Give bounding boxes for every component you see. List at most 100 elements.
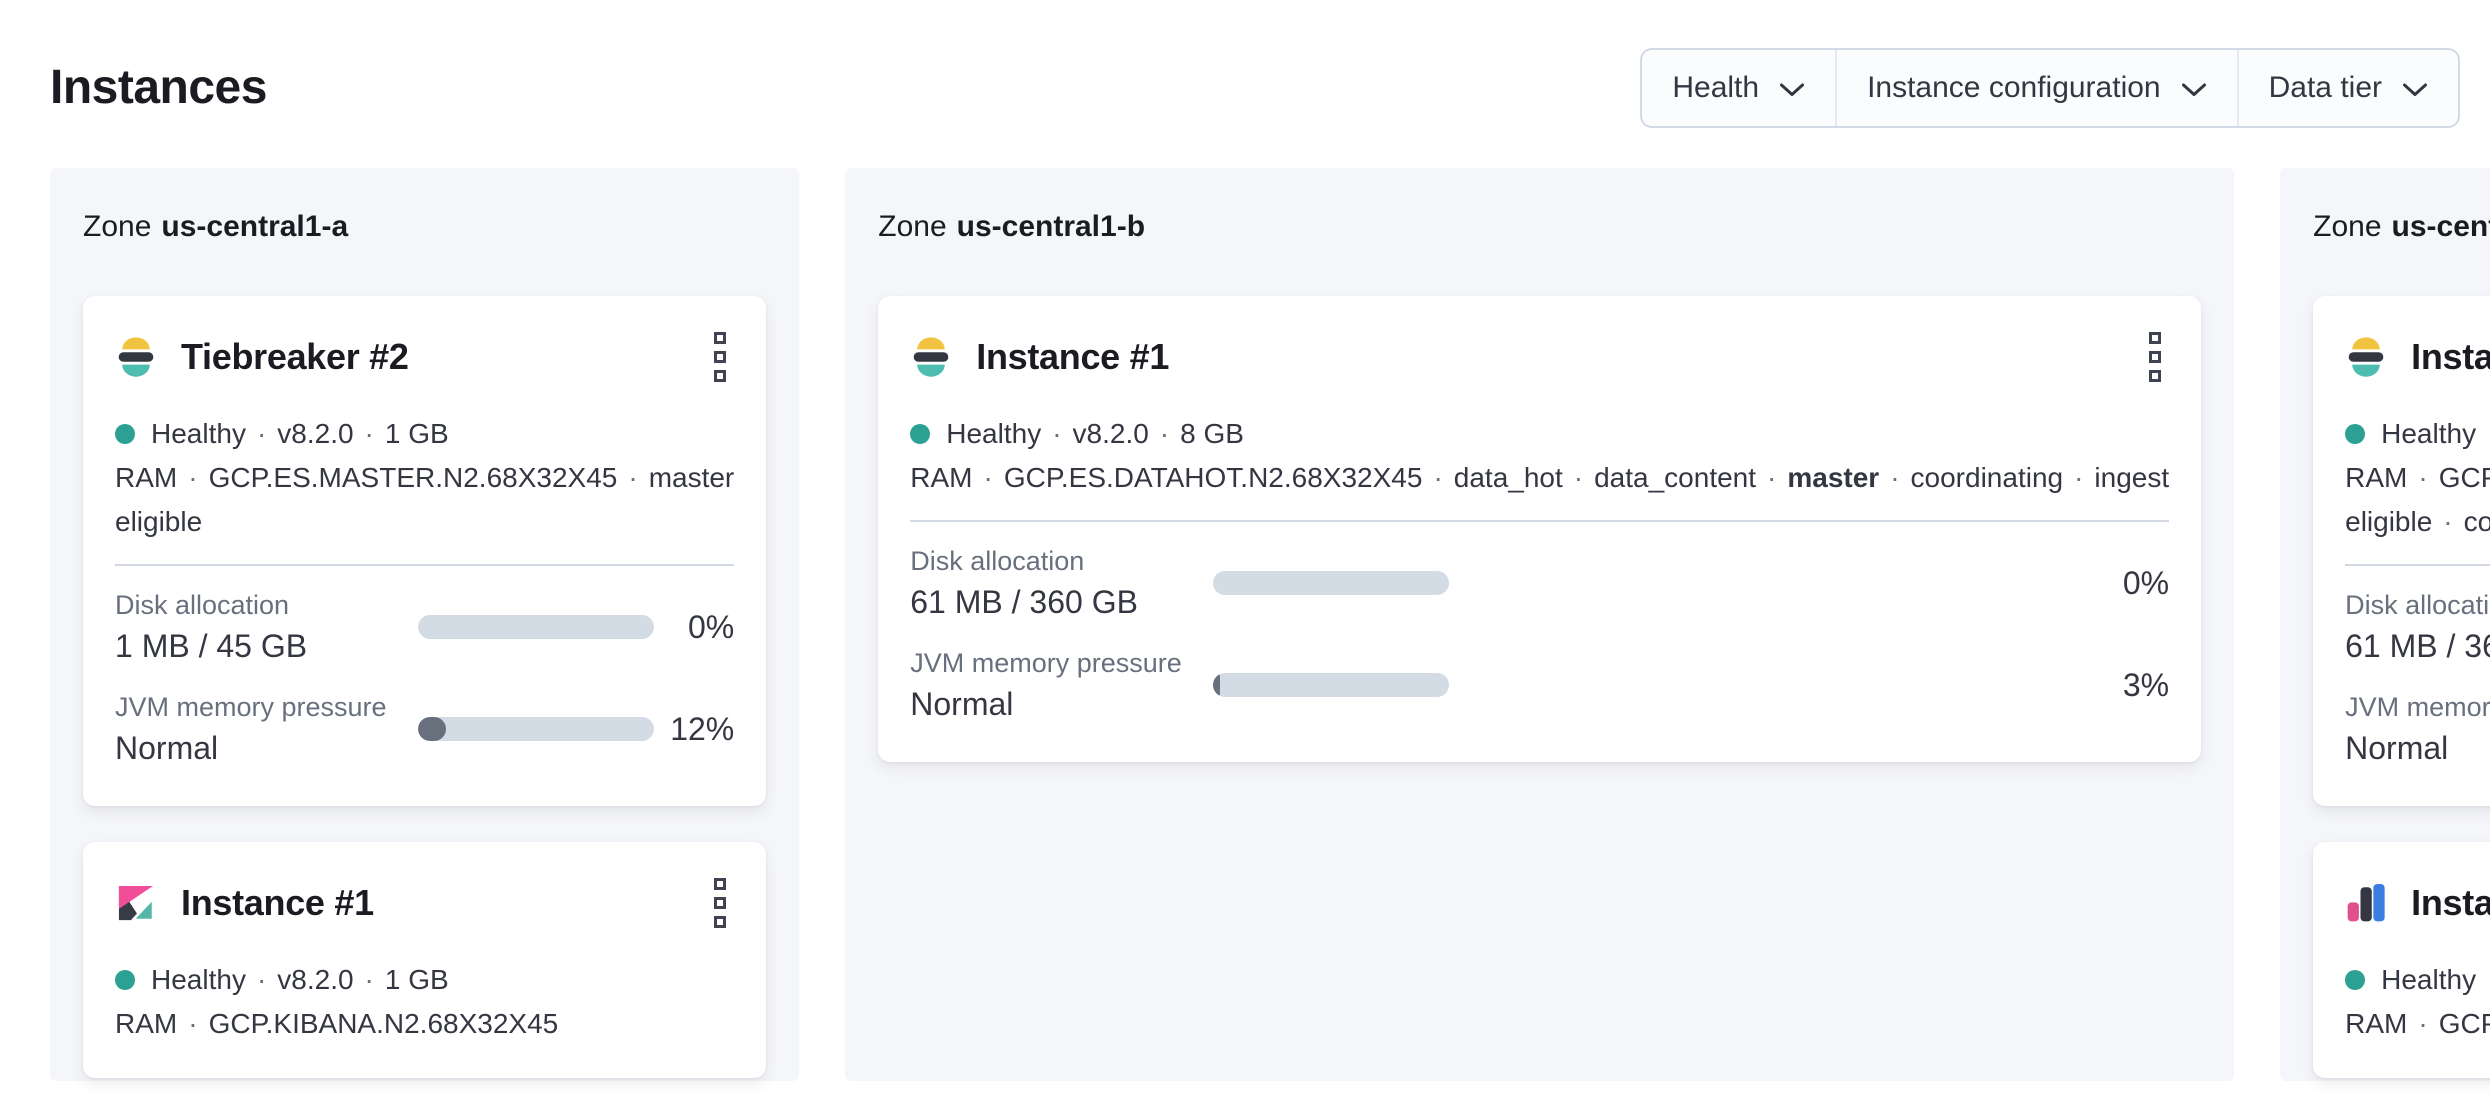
- instance-status-line: Healthy·v8.2.0·1 GB RAM·GCP.INTEGRATIONS…: [2345, 958, 2490, 1046]
- integrations-server-logo-icon: [2347, 883, 2385, 922]
- zone-header: Zone us-central1-a: [83, 208, 766, 246]
- status-segment: master eligible: [2345, 506, 2433, 537]
- status-segment: GCP.ES.MASTER.N2.68X32X45: [208, 462, 618, 493]
- page-header: Instances Health Instance configuration …: [0, 0, 2490, 132]
- zone-label: Zone: [878, 210, 947, 243]
- disk-allocation-row: Disk allocation 61 MB / 360 GB 0%: [910, 526, 2169, 628]
- filter-button-instance-configuration[interactable]: Instance configuration: [1835, 50, 2237, 126]
- separator-dot: ·: [1052, 418, 1062, 449]
- bar-fill: [1213, 673, 1221, 697]
- status-segment: GCP.ES.DATAHOT.N2.68X32X45: [1003, 462, 1423, 493]
- metric-left: JVM memory pressure Normal: [115, 688, 418, 770]
- zone-header: Zone us-central1-b: [878, 208, 2201, 246]
- boxes-vertical-icon: [714, 878, 727, 890]
- status-segment: 8 GB RAM: [2345, 462, 2408, 493]
- instance-actions-menu-button[interactable]: [706, 870, 734, 936]
- metric-left: Disk allocation 61 MB / 360 GB: [910, 542, 1213, 624]
- metric-left: Disk allocation 1 MB / 45 GB: [115, 586, 418, 668]
- health-status-dot: [115, 424, 135, 444]
- status-segment: data_hot: [1453, 462, 1563, 493]
- metric-value: Normal: [115, 730, 219, 766]
- zones-row: Zone us-central1-a Tiebreaker #2 Healthy ·…: [0, 132, 2490, 1081]
- page-title: Instances: [50, 61, 267, 114]
- instance-card: Instance #0 Healthy·v8.2.0·1 GB RAM·GCP.…: [2313, 842, 2490, 1078]
- status-segment: Healthy: [2381, 418, 2477, 449]
- jvm-memory-pressure-bar: [1213, 673, 1450, 697]
- disk-allocation-row: Disk allocation 61 MB / 360 GB 0%: [2345, 570, 2490, 672]
- zone-name: us-central1-c: [2391, 210, 2490, 243]
- instance-status-line: Healthy · v8.2.0 · 1 GB RAM · GCP.ES.MASTER.N2…: [115, 412, 734, 544]
- metric-percent: 3%: [2122, 666, 2170, 703]
- instance-title: Instance #1: [181, 882, 374, 923]
- health-status-dot: [115, 970, 135, 990]
- status-segment: 1 GB RAM: [2345, 1008, 2408, 1039]
- status-segment: 8 GB RAM: [910, 418, 1244, 493]
- separator-dot: ·: [628, 462, 638, 493]
- separator-dot: ·: [256, 964, 267, 995]
- instance-card: Instance #1 Healthy · v8.2.0 · 8 GB RAM · GCP.…: [878, 296, 2202, 762]
- bar-fill: [418, 717, 447, 741]
- zone-panel-us-central1-a: Zone us-central1-a Tiebreaker #2 Healthy ·…: [50, 168, 800, 1081]
- boxes-vertical-icon: [714, 370, 727, 382]
- metric-value: 61 MB / 360 GB: [910, 584, 1138, 620]
- status-segment: ingest: [2094, 462, 2170, 493]
- boxes-vertical-icon: [2149, 351, 2162, 363]
- status-segment: v8.2.0: [277, 418, 354, 449]
- instance-title: Tiebreaker #2: [181, 336, 409, 377]
- instance-actions-menu-button[interactable]: [2141, 324, 2169, 390]
- status-segment: v8.2.0: [1072, 418, 1149, 449]
- status-segment: GCP.KIBANA.N2.68X32X45: [208, 1008, 559, 1039]
- boxes-vertical-icon: [714, 897, 727, 909]
- instance-card: Instance #0 Healthy·v8.2.0·8 GB RAM·GCP.…: [2313, 296, 2490, 806]
- separator-dot: ·: [188, 462, 198, 493]
- health-status-dot: [2345, 424, 2366, 444]
- instance-title: Instance #0: [2411, 882, 2490, 923]
- metric-label: Disk allocation: [2345, 590, 2490, 620]
- elasticsearch-logo: [910, 336, 952, 378]
- metric-label: JVM memory pressure: [115, 692, 387, 722]
- metric-percent: 0%: [2122, 564, 2170, 601]
- status-segment: data_content: [1594, 462, 1757, 493]
- metric-percent: 0%: [688, 608, 735, 645]
- status-segment: v8.2.0: [277, 964, 354, 995]
- status-segment: 1 GB RAM: [115, 418, 449, 493]
- status-segment: GCP.INTEGRATIONSSERVER.N2.68X32X45: [2438, 1008, 2490, 1039]
- health-status-dot: [910, 424, 931, 444]
- disk-allocation-bar: [418, 615, 654, 639]
- metric-value: 61 MB / 360 GB: [2345, 628, 2490, 664]
- instance-actions-menu-button[interactable]: [706, 324, 734, 390]
- separator-dot: ·: [1159, 418, 1170, 449]
- integrations-server-logo: [2345, 882, 2387, 924]
- jvm-memory-pressure-row: JVM memory pressure Normal 2%: [2345, 672, 2490, 774]
- metric-label: JVM memory pressure: [910, 648, 1182, 678]
- status-segment: Healthy: [2381, 964, 2477, 995]
- disk-allocation-row: Disk allocation 1 MB / 45 GB 0%: [115, 570, 734, 672]
- instance-card: Instance #1 Healthy · v8.2.0 · 1 GB RAM · GCP.…: [83, 842, 767, 1078]
- metric-label: Disk allocation: [115, 590, 290, 620]
- separator-dot: ·: [188, 1008, 198, 1039]
- metric-value: Normal: [2345, 730, 2449, 766]
- status-segment: master eligible: [115, 462, 735, 537]
- chevron-down-icon: [2402, 82, 2428, 98]
- separator-dot: ·: [2487, 418, 2490, 449]
- jvm-memory-pressure-bar: [418, 717, 654, 741]
- filter-button-health[interactable]: Health: [1642, 50, 1835, 126]
- metric-label: JVM memory pressure: [2345, 692, 2490, 722]
- boxes-vertical-icon: [2149, 332, 2162, 344]
- instance-status-line: Healthy·v8.2.0·8 GB RAM·GCP.ES.DATAHOT.N…: [2345, 412, 2490, 544]
- status-segment: Healthy: [151, 418, 246, 449]
- filter-button-data-tier[interactable]: Data tier: [2236, 50, 2458, 126]
- status-segment: 1 GB RAM: [115, 964, 449, 1039]
- zone-label: Zone: [83, 210, 152, 243]
- divider: [2345, 564, 2490, 566]
- separator-dot: ·: [364, 964, 374, 995]
- separator-dot: ·: [256, 418, 267, 449]
- disk-allocation-bar: [1213, 571, 1450, 595]
- status-segment: GCP.ES.DATAHOT.N2.68X32X45: [2438, 462, 2490, 493]
- separator-dot: ·: [2418, 1008, 2428, 1039]
- elasticsearch-logo-icon: [2348, 337, 2384, 377]
- status-segment: master: [1787, 462, 1880, 493]
- divider: [115, 564, 735, 566]
